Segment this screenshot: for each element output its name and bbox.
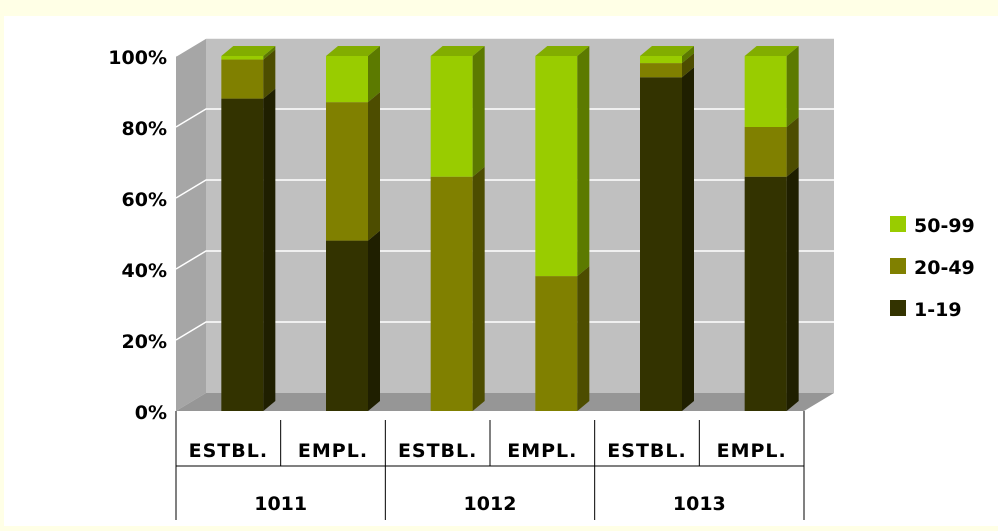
x-group-label: 1011 bbox=[254, 493, 307, 515]
bar-top-cap bbox=[744, 46, 799, 56]
bar-segment-front bbox=[221, 56, 264, 60]
bar-segment-side bbox=[472, 46, 485, 177]
x-category-label: EMPL. bbox=[507, 440, 577, 462]
y-tick-label: 20% bbox=[122, 331, 167, 353]
chart-back-wall bbox=[206, 38, 834, 393]
bar-segment-side bbox=[682, 53, 694, 78]
x-category-label: ESTBL. bbox=[398, 440, 477, 462]
bar-segment-side bbox=[577, 266, 590, 411]
bar-segment-side bbox=[263, 49, 276, 99]
bar-segment-front bbox=[535, 276, 578, 411]
gridline bbox=[175, 179, 834, 199]
legend-swatch bbox=[890, 216, 906, 232]
chart-frame: 0% 20% 40% 60% 80% 100% ESTBL. EMPL. ESTBL. EMPL.… bbox=[4, 16, 998, 526]
bar-segment-side bbox=[368, 46, 380, 103]
bar-segment-side bbox=[682, 67, 694, 412]
x-category-label: ESTBL. bbox=[607, 440, 686, 462]
bar-top-cap bbox=[221, 46, 276, 56]
bar-segment-front bbox=[326, 240, 368, 411]
x-category-label: EMPL. bbox=[298, 440, 368, 462]
y-tick-label: 100% bbox=[108, 47, 167, 69]
bar-top-cap bbox=[535, 46, 590, 56]
bar-segment-side bbox=[368, 230, 380, 411]
gridline bbox=[175, 37, 834, 57]
bar-segment-front bbox=[221, 98, 264, 411]
bar-segment-front bbox=[326, 102, 368, 241]
y-tick-label: 80% bbox=[122, 118, 167, 140]
bar-segment-side bbox=[263, 46, 276, 60]
y-tick-label: 60% bbox=[122, 189, 167, 211]
bar-top-cap bbox=[326, 46, 380, 56]
bar-segment-front bbox=[744, 56, 787, 127]
bar-segment-side bbox=[263, 88, 276, 411]
bar-segment-side bbox=[786, 166, 799, 411]
bar-segment-side bbox=[577, 46, 590, 277]
bar-segment-front bbox=[430, 176, 473, 411]
chart-side-wall bbox=[176, 38, 206, 411]
x-category-label: ESTBL. bbox=[189, 440, 268, 462]
bar-segment-front bbox=[744, 127, 787, 177]
y-tick-label: 40% bbox=[122, 260, 167, 282]
legend-label: 1-19 bbox=[914, 299, 962, 321]
x-group-label: 1013 bbox=[673, 493, 726, 515]
bar-segment-front bbox=[221, 59, 264, 99]
x-category-label: EMPL. bbox=[717, 440, 787, 462]
gridline bbox=[175, 321, 834, 341]
y-tick-label: 0% bbox=[135, 402, 167, 424]
bar-segment-side bbox=[786, 117, 799, 177]
bar-segment-front bbox=[326, 56, 368, 103]
gridline bbox=[175, 250, 834, 270]
bar-segment-side bbox=[682, 46, 694, 64]
x-group-label: 1012 bbox=[464, 493, 517, 515]
bar-segment-front bbox=[640, 63, 682, 78]
bar-segment-front bbox=[430, 56, 473, 177]
bar-top-cap bbox=[430, 46, 485, 56]
legend-swatch bbox=[890, 258, 906, 274]
bar-top-cap bbox=[640, 46, 694, 56]
bar-segment-front bbox=[640, 56, 682, 64]
bar-segment-front bbox=[744, 176, 787, 411]
bar-segment-front bbox=[535, 56, 578, 277]
gridline bbox=[175, 108, 834, 128]
stacked-bar-chart: 0% 20% 40% 60% 80% 100% ESTBL. EMPL. ESTBL. EMPL.… bbox=[108, 37, 975, 520]
legend-swatch bbox=[890, 300, 906, 316]
bar-segment-front bbox=[640, 77, 682, 412]
bar-segment-side bbox=[368, 92, 380, 241]
bar-segment-side bbox=[786, 46, 799, 127]
bar-segment-side bbox=[472, 166, 485, 411]
legend-label: 20-49 bbox=[914, 257, 975, 279]
legend-label: 50-99 bbox=[914, 215, 975, 237]
